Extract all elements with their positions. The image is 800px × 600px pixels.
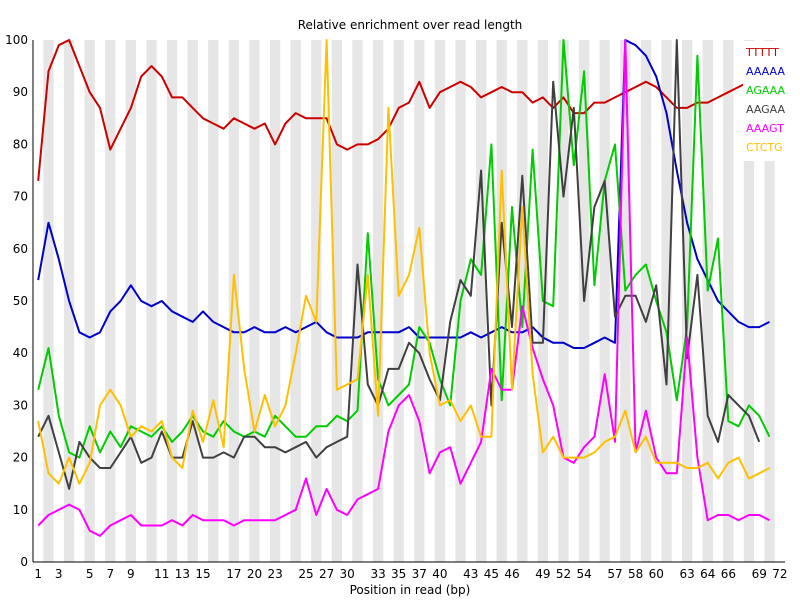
- grid-band: [105, 40, 116, 562]
- series-line-aaagt: [37, 39, 770, 537]
- chart-title: Relative enrichment over read length: [298, 18, 523, 32]
- series-line-ttttt: [37, 39, 781, 181]
- x-tick-label: 58: [628, 567, 643, 581]
- series-line-ctctg: [37, 39, 770, 485]
- grid-band: [743, 40, 755, 562]
- x-tick-label: 5: [86, 567, 94, 581]
- legend-entry: CTCTG: [746, 141, 783, 154]
- grid-band: [249, 40, 260, 562]
- grid-band: [496, 40, 507, 562]
- legend: TTTTT AAAAA AGAAA AAGAA AAAGT CTCTG: [743, 41, 789, 161]
- x-tick-label: 27: [319, 567, 334, 581]
- y-tick-label: 60: [13, 242, 28, 256]
- grid-band: [84, 40, 95, 562]
- x-tick-label: 66: [721, 567, 736, 581]
- y-tick-label: 80: [13, 137, 28, 151]
- grid-band: [434, 40, 446, 562]
- grid-band: [352, 40, 363, 562]
- x-tick-label: 64: [700, 567, 715, 581]
- x-tick-label: 60: [649, 567, 664, 581]
- y-tick-label: 0: [20, 555, 28, 569]
- x-tick-label: 37: [412, 567, 427, 581]
- x-tick-label: 52: [556, 567, 571, 581]
- y-tick-label: 20: [13, 451, 28, 465]
- x-tick-label: 46: [504, 567, 519, 581]
- grid-band: [125, 40, 137, 562]
- x-tick-label: 40: [432, 567, 447, 581]
- x-tick-label: 25: [298, 567, 313, 581]
- legend-entry: AAAGT: [746, 122, 784, 135]
- x-tick-label: 9: [127, 567, 135, 581]
- grid-band: [290, 40, 301, 562]
- x-tick-label: 30: [340, 567, 355, 581]
- y-tick-label: 90: [13, 85, 28, 99]
- x-tick-label: 11: [154, 567, 169, 581]
- grid-band: [599, 40, 610, 562]
- grid-band: [558, 40, 569, 562]
- x-tick-label: 7: [106, 567, 114, 581]
- series-lines: [37, 39, 781, 537]
- legend-entry: AAGAA: [746, 103, 786, 116]
- grid-band: [620, 40, 631, 562]
- grid-band: [414, 40, 425, 562]
- grid-band: [43, 40, 54, 562]
- grid-band: [723, 40, 734, 562]
- grid-band: [475, 40, 487, 562]
- grid-band: [661, 40, 672, 562]
- legend-entry: AAAAA: [746, 65, 785, 78]
- grid-band: [269, 40, 281, 562]
- x-tick-label: 1: [34, 567, 42, 581]
- grid-band: [187, 40, 198, 562]
- x-tick-label: 35: [391, 567, 406, 581]
- grid-band: [517, 40, 528, 562]
- x-tick-label: 72: [772, 567, 787, 581]
- x-tick-label: 13: [175, 567, 190, 581]
- y-tick-label: 70: [13, 190, 28, 204]
- series-line-aagaa: [37, 39, 761, 490]
- x-axis-label: Position in read (bp): [350, 583, 471, 597]
- y-tick-label: 40: [13, 346, 28, 360]
- x-tick-label: 23: [267, 567, 282, 581]
- grid-band: [702, 40, 713, 562]
- x-tick-label: 54: [576, 567, 591, 581]
- grid-band: [393, 40, 404, 562]
- x-tick-label: 63: [679, 567, 694, 581]
- x-tick-label: 45: [484, 567, 499, 581]
- series-line-agaaa: [37, 39, 771, 459]
- y-axis: 0 10 20 30 40 50 60 70 80 90 100: [5, 33, 785, 569]
- legend-box: [743, 41, 789, 161]
- x-tick-label: 15: [195, 567, 210, 581]
- x-tick-label: 57: [607, 567, 622, 581]
- grid-band: [208, 40, 219, 562]
- grid-band: [331, 40, 343, 562]
- x-tick-label: 43: [463, 567, 478, 581]
- legend-entry: TTTTT: [745, 46, 779, 59]
- x-tick-label: 49: [535, 567, 550, 581]
- x-tick-label: 3: [55, 567, 63, 581]
- x-tick-label: 20: [247, 567, 262, 581]
- grid-band: [166, 40, 178, 562]
- grid-band: [228, 40, 240, 562]
- x-tick-label: 17: [226, 567, 241, 581]
- series-line-aaaaa: [37, 39, 770, 349]
- grid-band: [640, 40, 652, 562]
- grid-band: [146, 40, 157, 562]
- y-tick-label: 10: [13, 503, 28, 517]
- y-tick-label: 50: [13, 294, 28, 308]
- grid-band: [372, 40, 384, 562]
- legend-entry: AGAAA: [746, 84, 786, 97]
- x-tick-label: 33: [370, 567, 385, 581]
- x-tick-label: 69: [752, 567, 767, 581]
- x-axis: 1 3 5 7 9 11 13 15 17 20 23 25 27 30 33 35 37 40 43 45 46 49 5…: [34, 567, 787, 581]
- grid-band: [764, 40, 775, 562]
- y-tick-label: 100: [5, 33, 28, 47]
- y-tick-label: 30: [13, 398, 28, 412]
